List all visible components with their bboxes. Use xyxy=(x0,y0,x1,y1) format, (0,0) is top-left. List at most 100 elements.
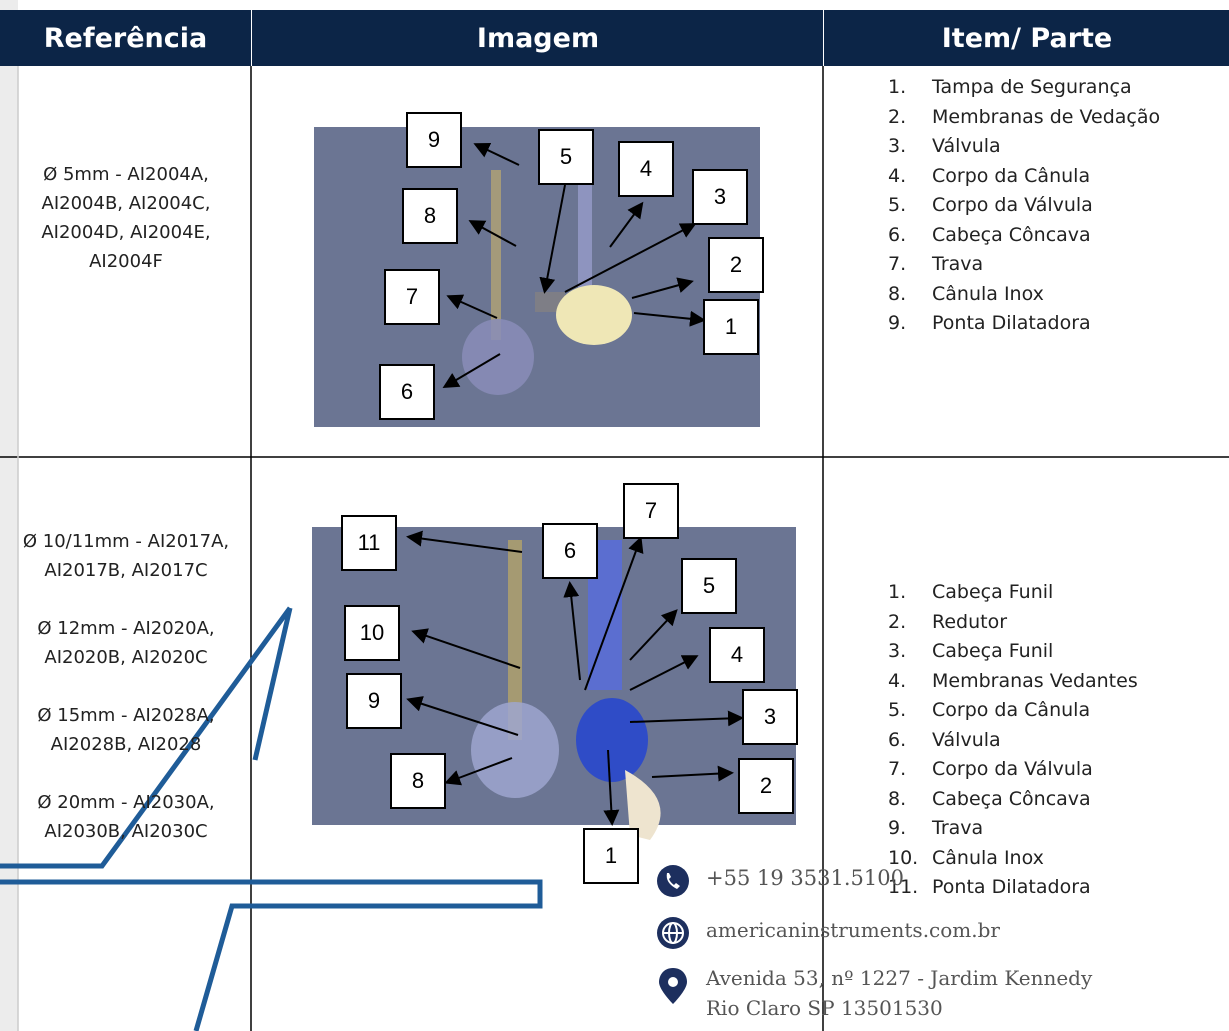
item: 10. Cânula Inox xyxy=(888,844,1044,874)
label-number: 7 xyxy=(406,284,418,309)
item-number: 9. xyxy=(888,817,907,839)
label-number: 8 xyxy=(412,768,424,793)
label-box xyxy=(623,483,679,539)
arrow xyxy=(444,757,513,786)
arrow xyxy=(473,142,520,166)
label-box xyxy=(692,169,748,225)
item: 4. Membranas Vedantes xyxy=(888,667,1138,697)
label-number: 1 xyxy=(605,843,617,868)
label-box xyxy=(708,237,764,293)
column-header: Referência xyxy=(0,10,251,66)
arrow xyxy=(629,710,744,727)
item: 5. Corpo da Válvula xyxy=(888,191,1093,221)
item-number: 1. xyxy=(888,581,907,603)
address-line: Avenida 53, nº 1227 - Jardim Kennedy xyxy=(706,966,1093,990)
reference-text: Ø 20mm - AI2030A, AI2030B, AI2030C xyxy=(37,792,215,842)
arrow xyxy=(629,609,678,661)
label-box xyxy=(346,673,402,729)
item-number: 2. xyxy=(888,105,907,128)
label-box xyxy=(703,299,759,355)
item-number: 6. xyxy=(888,223,907,246)
arrow xyxy=(603,749,620,826)
item: 3. Válvula xyxy=(888,132,1001,162)
label-number: 3 xyxy=(714,184,726,209)
item: 11. Ponta Dilatadora xyxy=(888,873,1091,903)
item: 8. Cabeça Côncava xyxy=(888,785,1091,815)
label-number: 2 xyxy=(730,252,742,277)
label-number: 8 xyxy=(424,203,436,228)
item-number: 7. xyxy=(888,758,907,780)
item: 6. Cabeça Côncava xyxy=(888,221,1091,251)
item-number: 9. xyxy=(888,312,907,334)
item-number: 2. xyxy=(888,610,907,633)
item-number: 3. xyxy=(888,135,907,157)
item: 6. Válvula xyxy=(888,726,1001,756)
item-text: Membranas Vedantes xyxy=(932,669,1138,692)
item-text: Cabeça Côncava xyxy=(932,223,1091,246)
item-text: Válvula xyxy=(932,135,1001,157)
label-box xyxy=(542,523,598,579)
item-number: 10. xyxy=(888,846,919,869)
label-box xyxy=(738,758,794,814)
website: americaninstruments.com.br xyxy=(706,918,1000,942)
item-text: Corpo da Válvula xyxy=(932,194,1093,216)
item-number: 4. xyxy=(888,164,907,187)
item-number: 8. xyxy=(888,787,907,810)
arrow xyxy=(651,765,734,782)
label-number: 5 xyxy=(560,144,572,169)
label-box xyxy=(618,141,674,197)
reference-cell: Ø 10/11mm - AI2017A, AI2017B, AI2017C Ø 1… xyxy=(16,527,236,846)
item: 1. Cabeça Funil xyxy=(888,578,1053,608)
item: 9. Ponta Dilatadora xyxy=(888,309,1091,339)
item-number: 8. xyxy=(888,282,907,305)
item-number: 3. xyxy=(888,640,907,662)
column-header: Imagem xyxy=(251,10,824,66)
item: 7. Corpo da Válvula xyxy=(888,755,1093,785)
reference-text: Ø 15mm - AI2028A, AI2028B, AI2028 xyxy=(37,705,215,755)
label-box xyxy=(583,828,639,884)
arrow xyxy=(631,277,694,299)
label-box xyxy=(538,129,594,185)
item-text: Trava xyxy=(932,817,984,839)
label-box xyxy=(681,558,737,614)
item-text: Trava xyxy=(932,253,984,275)
item-text: Cânula Inox xyxy=(932,282,1044,305)
label-number: 11 xyxy=(358,530,381,555)
label-box xyxy=(406,112,462,168)
item-number: 5. xyxy=(888,194,907,216)
arrow xyxy=(609,201,644,248)
item-number: 6. xyxy=(888,728,907,751)
item-text: Corpo da Cânula xyxy=(932,699,1091,721)
arrow xyxy=(584,536,644,691)
label-number: 4 xyxy=(640,156,652,181)
arrow xyxy=(633,310,706,327)
item-text: Ponta Dilatadora xyxy=(932,876,1091,898)
item: 2. Redutor xyxy=(888,608,1007,638)
reference-text: Ø 5mm - AI2004A, AI2004B, AI2004C, AI200… xyxy=(41,164,211,272)
item: 3. Cabeça Funil xyxy=(888,637,1053,667)
label-number: 5 xyxy=(703,573,715,598)
arrow xyxy=(629,655,699,691)
side-strip xyxy=(0,0,18,1031)
item: 2. Membranas de Vedação xyxy=(888,103,1160,133)
item: 5. Corpo da Cânula xyxy=(888,696,1090,726)
label-box xyxy=(742,689,798,745)
arrow xyxy=(406,696,519,736)
item-text: Cabeça Côncava xyxy=(932,787,1091,810)
arrow xyxy=(442,353,501,389)
item: 8. Cânula Inox xyxy=(888,280,1044,310)
arrow xyxy=(446,294,498,319)
arrow xyxy=(411,628,521,669)
item-text: Cânula Inox xyxy=(932,846,1044,869)
arrow xyxy=(406,530,523,553)
item-text: Válvula xyxy=(932,728,1001,751)
item-text: Cabeça Funil xyxy=(932,640,1054,662)
item: 7. Trava xyxy=(888,250,983,280)
label-number: 3 xyxy=(764,704,776,729)
address-line: Rio Claro SP 13501530 xyxy=(706,996,943,1020)
item-text: Corpo da Cânula xyxy=(932,164,1091,187)
item-number: 11. xyxy=(888,876,919,898)
phone: +55 19 3531.5100 xyxy=(706,866,904,890)
label-box xyxy=(390,753,446,809)
label-box xyxy=(384,269,440,325)
